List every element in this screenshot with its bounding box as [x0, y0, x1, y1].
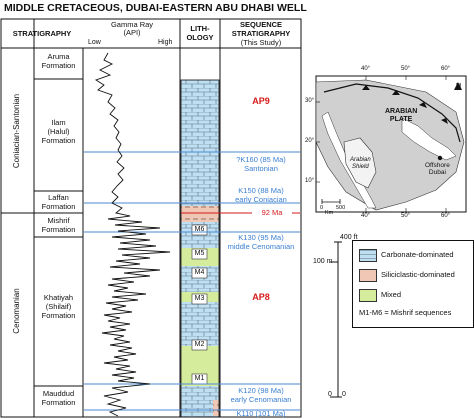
legend-box: Carbonate-dominated Siliciclastic-domina… [352, 240, 474, 328]
legend-carbonate-label: Carbonate-dominated [381, 250, 454, 259]
map-well-location [437, 155, 443, 161]
header-gamma-ray: Gamma Ray [110, 20, 154, 29]
map-thrust-teeth [362, 85, 448, 124]
map-persian-gulf [401, 117, 457, 161]
map-shield-label: Arabian Shield [350, 157, 371, 170]
legend-siliciclastic-label: Siliciclastic-dominated [381, 270, 455, 279]
map-scale-500: 500 [336, 205, 346, 211]
scale-zero-ft: 0 [342, 391, 346, 398]
gamma-low-label: Low [88, 39, 101, 46]
sequence-k110: K110 (101 Ma) [236, 409, 286, 418]
map-lon-bottom-50: 50° [401, 213, 411, 219]
header-gamma-unit: (API) [123, 28, 141, 37]
mishrif-m6: M6 [194, 226, 205, 233]
map-km-scale [321, 199, 341, 204]
map-lon-bottom-40: 40° [361, 213, 371, 219]
formation-laffan: Laffan Formation [41, 193, 76, 211]
header-sequence-3: (This Study) [240, 38, 282, 47]
formation-ilam: Ilam (Halul) Formation [41, 118, 76, 145]
lithology-siliciclastic-base [213, 400, 219, 416]
map-north-label: N [456, 83, 462, 90]
sequence-92ma: 92 Ma [252, 208, 292, 217]
sequence-k130: K130 (95 Ma) middle Cenomanian [227, 233, 295, 251]
lithology-carbonate-m2 [181, 302, 219, 346]
map-lat-10: 10° [305, 178, 315, 184]
legend-carbonate-swatch [359, 249, 377, 262]
scale-zero-m: 0 [328, 391, 332, 398]
header-lithology-2: OLOGY [186, 33, 214, 42]
sequence-boundaries [84, 151, 300, 411]
map-lon-top-50: 50° [401, 66, 411, 72]
mishrif-m4: M4 [194, 269, 205, 276]
legend-mixed-swatch [359, 289, 377, 302]
stage-coniacian-santonian: Coniacian-Santonian [12, 93, 21, 169]
header-sequence-1: SEQUENCE [239, 20, 283, 29]
sequence-ap8: AP8 [252, 292, 270, 302]
formation-khatiyah: Khatiyah (Shilaif) Formation [41, 293, 76, 320]
figure-title: MIDDLE CRETACEOUS, DUBAI-EASTERN ABU DHA… [4, 2, 307, 14]
header-lithology-1: LITH- [190, 24, 210, 33]
map-scale-0: 0 [320, 205, 324, 211]
legend-siliciclastic-swatch [359, 269, 377, 282]
gamma-ray-log [94, 52, 171, 417]
lithology-carbonate-mauddud [181, 386, 219, 417]
lithology-carbonate-upper [181, 80, 219, 206]
formation-mishrif: Mishrif Formation [41, 216, 76, 234]
sequence-k120: K120 (98 Ma) early Cenomanian [230, 386, 292, 404]
map-lon-top-60: 60° [441, 66, 451, 72]
legend-mishrif-note: M1-M6 = Mishrif sequences [359, 308, 452, 317]
header-stratigraphy: STRATIGRAPHY [12, 29, 72, 38]
map-lat-20: 20° [305, 138, 315, 144]
map-lat-30: 30° [305, 98, 315, 104]
mishrif-m2: M2 [194, 341, 205, 348]
gamma-high-label: High [158, 39, 173, 46]
mishrif-m1: M1 [194, 375, 205, 382]
map-arabian-shield [343, 137, 377, 189]
mishrif-labels [191, 224, 208, 385]
stage-cenomanian: Cenomanian [12, 288, 21, 334]
sequence-k150: K150 (88 Ma) early Coniacian [235, 186, 287, 204]
chart-frame [0, 18, 302, 418]
map-lon-bottom-60: 60° [441, 213, 451, 219]
north-arrow-icon [454, 82, 462, 90]
map-scale-km: Km [325, 210, 334, 216]
map-plate-boundary [323, 83, 461, 143]
mishrif-m5: M5 [194, 250, 205, 257]
legend-mixed-label: Mixed [381, 290, 402, 299]
scale-100m: 100 m [313, 258, 333, 265]
sequence-k160: ?K160 (85 Ma) Santonian [236, 155, 286, 173]
mishrif-m3: M3 [194, 295, 205, 302]
formation-aruma: Aruma Formation [41, 52, 76, 70]
map-plate-label: ARABIAN PLATE [385, 108, 418, 123]
scale-400ft: 400 ft [340, 234, 358, 241]
header-sequence-2: STRATIGRAPHY [231, 29, 291, 38]
sequence-ap9: AP9 [252, 96, 270, 106]
map-well-label: Offshore Dubai [425, 162, 450, 176]
depth-scale-bar [330, 241, 342, 398]
location-map [315, 75, 467, 213]
formation-mauddud: Mauddud Formation [41, 389, 76, 407]
map-lon-top-40: 40° [361, 66, 371, 72]
lithology-siliciclastic [181, 206, 219, 222]
